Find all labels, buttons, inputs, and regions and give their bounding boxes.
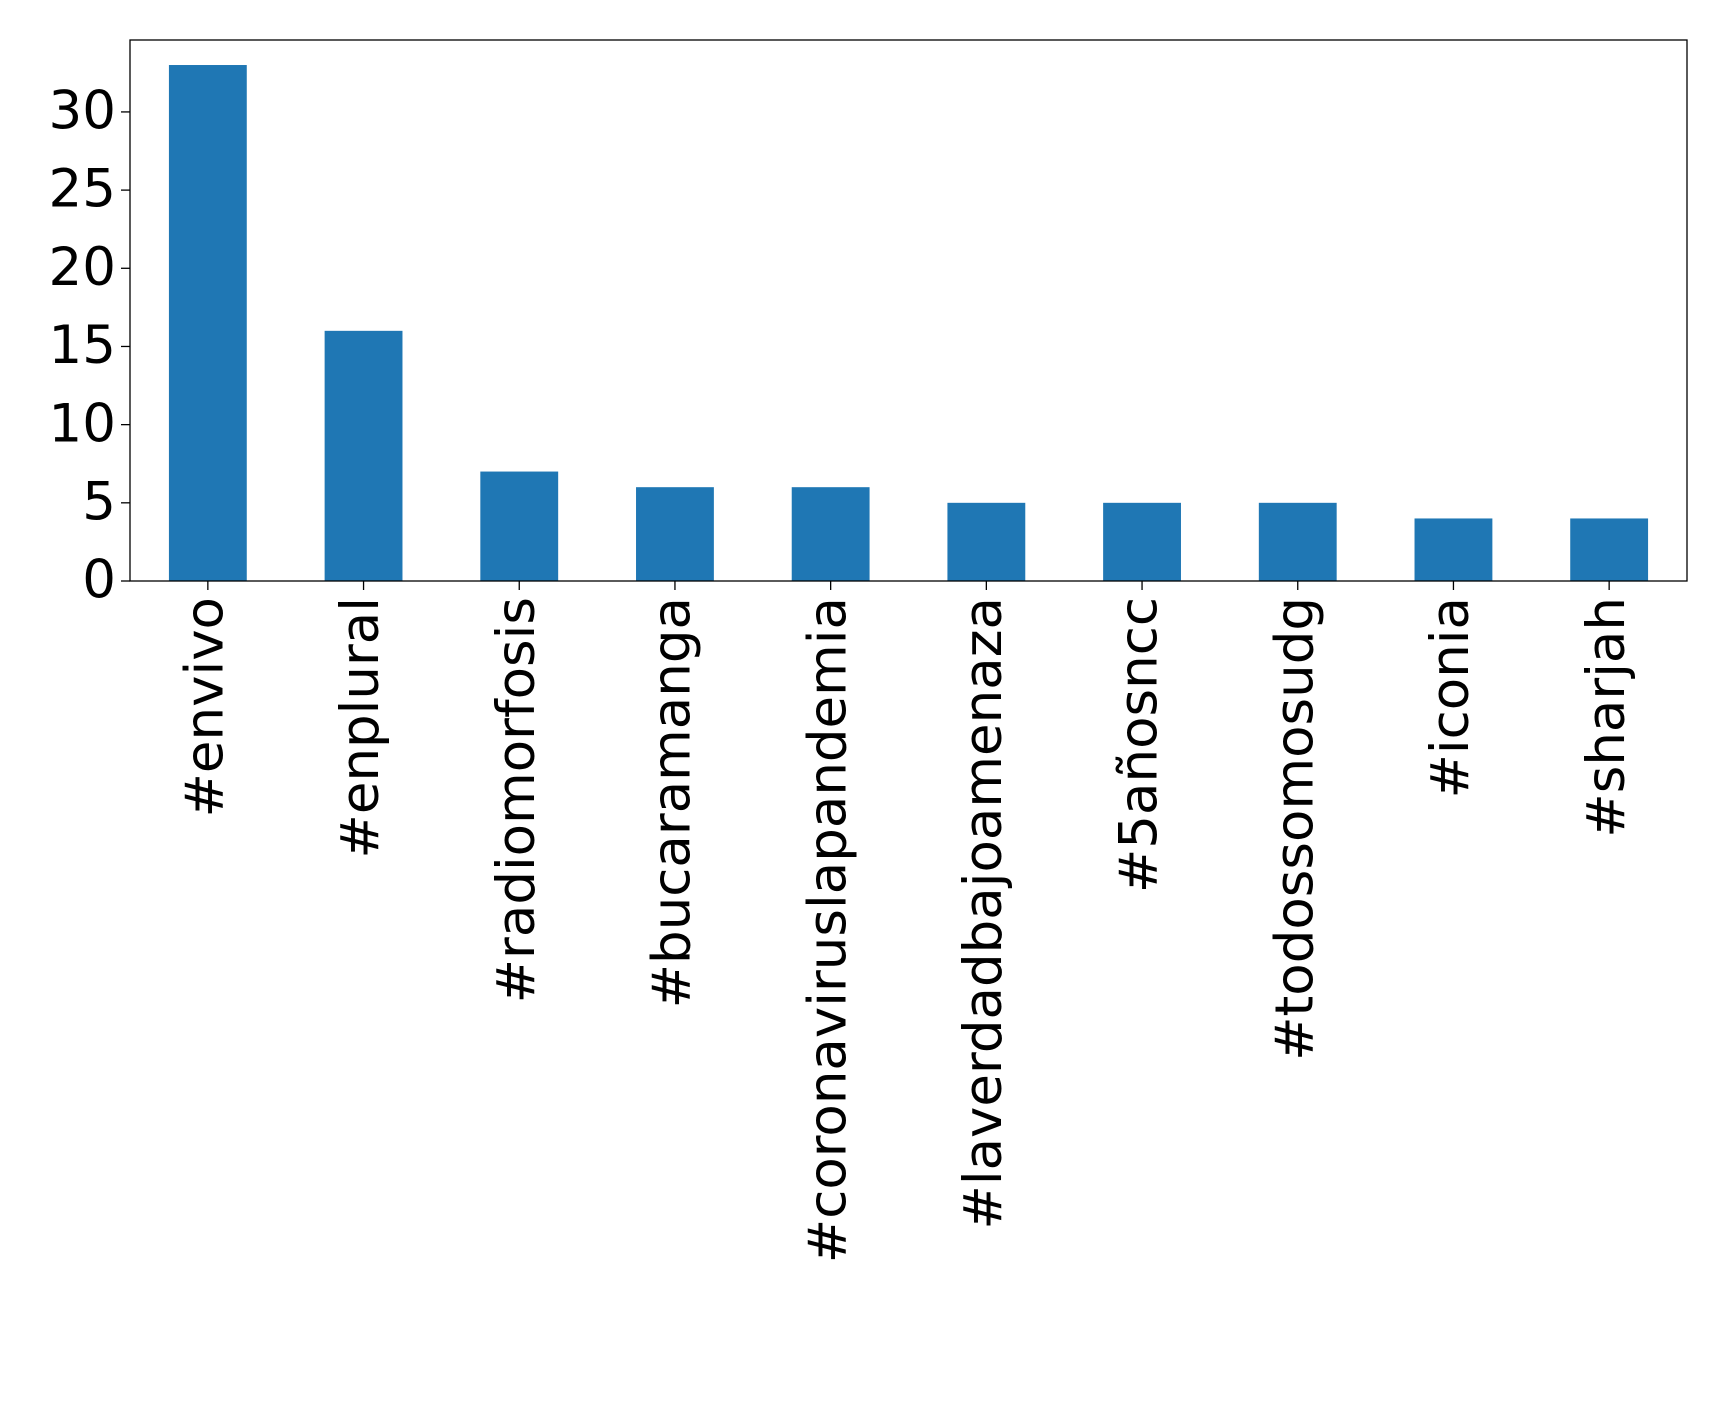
bar: [1103, 502, 1181, 581]
y-tick-label: 10: [49, 393, 116, 454]
x-tick-label: #enplural: [330, 597, 391, 859]
bar: [1414, 518, 1493, 581]
y-tick-label: 0: [82, 550, 116, 611]
x-tick-label: #bucaramanga: [642, 597, 703, 1008]
x-tick-label: #radiomorfosis: [486, 597, 547, 1003]
x-tick-label: #5añosncc: [1109, 597, 1170, 893]
x-tick-label: #todossomosudg: [1264, 597, 1325, 1061]
plot-frame: [129, 39, 1688, 582]
bar: [947, 502, 1026, 581]
y-tick-label: 5: [82, 471, 116, 532]
x-tick-label: #envivo: [174, 597, 235, 818]
x-tick-label: #coronaviruslapandemia: [797, 597, 858, 1263]
bar: [1570, 518, 1649, 581]
y-tick-label: 30: [49, 81, 116, 142]
x-tick-label: #iconia: [1420, 597, 1481, 799]
x-tick-label: #laverdadbajoamenaza: [953, 597, 1014, 1230]
bar: [480, 471, 559, 581]
x-tick-label: #sharjah: [1576, 597, 1637, 838]
bar: [168, 65, 247, 582]
y-tick-label: 25: [49, 159, 116, 220]
bar: [1258, 502, 1337, 581]
y-tick-label: 15: [49, 315, 116, 376]
bar: [636, 487, 714, 581]
bar: [324, 330, 403, 581]
bar: [791, 487, 870, 581]
y-tick-label: 20: [49, 237, 116, 298]
